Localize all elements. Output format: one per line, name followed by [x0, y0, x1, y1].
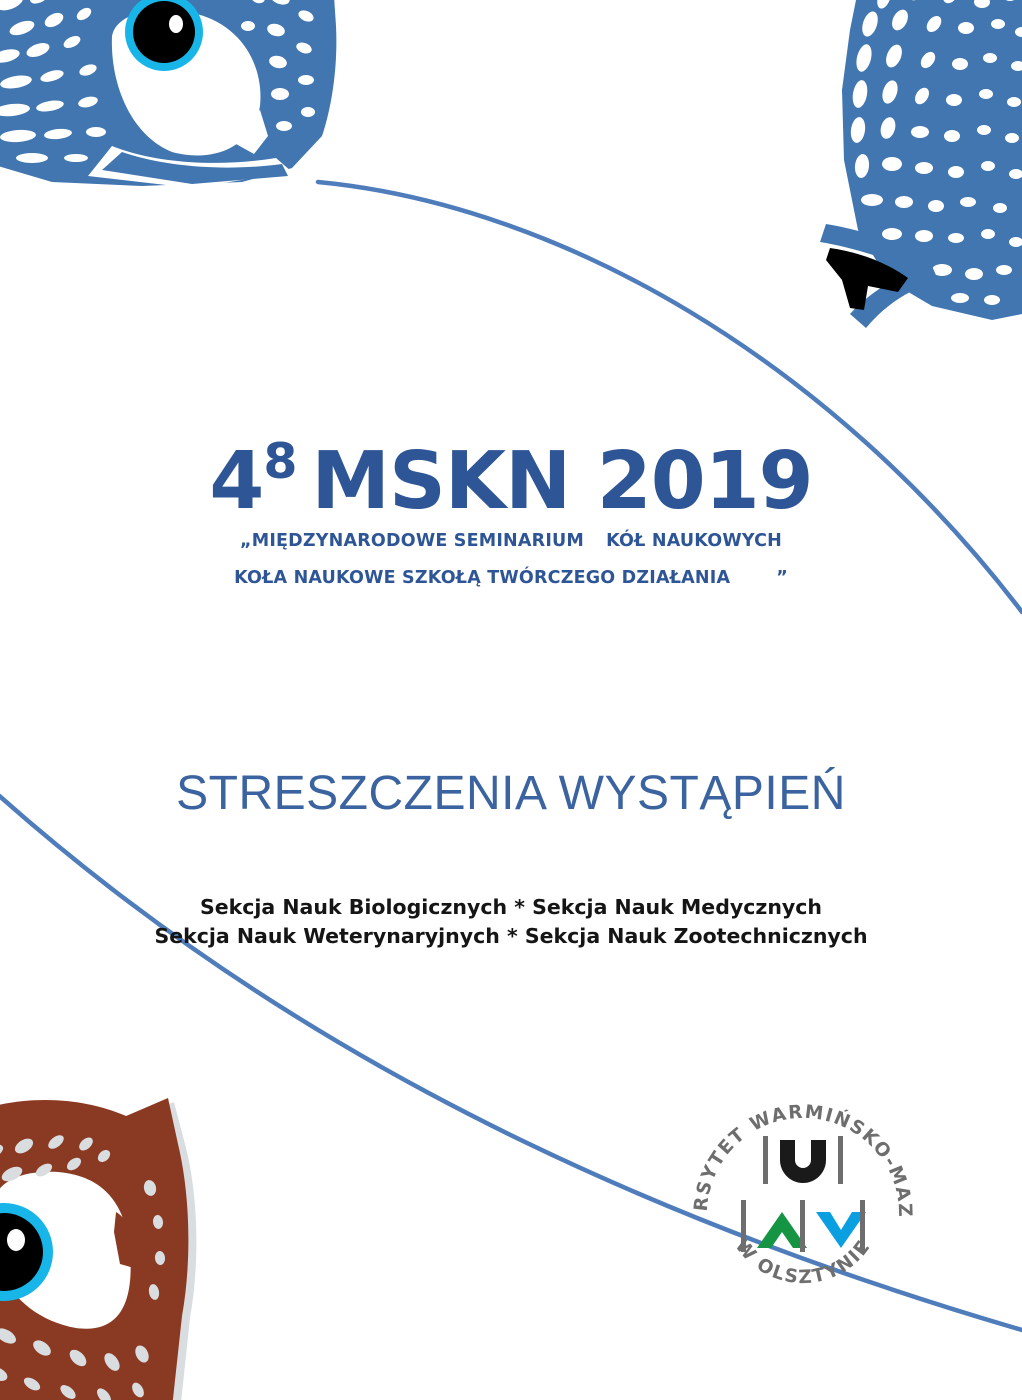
logo-bar-bottom-middle — [800, 1200, 805, 1252]
logo-ring-text-top: UNIWERSYTET WARMIŃSKO-MAZURSKI — [679, 1078, 914, 1219]
sections-block: Sekcja Nauk Biologicznych * Sekcja Nauk … — [0, 893, 1022, 951]
owl-eye-highlight — [169, 15, 183, 33]
title-edition-superscript: 8 — [263, 433, 298, 490]
owl-eye-highlight-brown — [7, 1229, 25, 1251]
open-quote: „ — [240, 531, 252, 551]
subtitle-circles-label: KÓŁ NAUKOWYCH — [606, 531, 782, 551]
subtitle-line-1: „MIĘDZYNARODOWE SEMINARIUM KÓŁ NAUKOWYCH — [0, 531, 1022, 551]
title-year: 2019 — [596, 435, 814, 527]
logo-bar-top-left — [763, 1136, 768, 1184]
subtitle-line-2: KOŁA NAUKOWE SZKOŁĄ TWÓRCZEGO DZIAŁANIA ” — [0, 568, 1022, 588]
abstracts-heading: STRESZCZENIA WYSTĄPIEŃ — [176, 767, 846, 820]
logo-bar-bottom-left — [741, 1200, 746, 1252]
title-edition-number: 4 — [209, 435, 264, 527]
logo-bar-top-right — [838, 1136, 843, 1184]
subtitle-block: „MIĘDZYNARODOWE SEMINARIUM KÓŁ NAUKOWYCH … — [0, 531, 1022, 588]
subtitle-motto: KOŁA NAUKOWE SZKOŁĄ TWÓRCZEGO DZIAŁANIA — [234, 568, 731, 588]
logo-chevron-up-icon — [757, 1212, 807, 1248]
subtitle-seminar-label: MIĘDZYNARODOWE SEMINARIUM — [251, 531, 585, 551]
owl-eye-pupil — [133, 1, 195, 63]
uwm-logo: UNIWERSYTET WARMIŃSKO-MAZURSKI W OLSZTYN… — [679, 1078, 915, 1288]
logo-chevron-down-icon — [816, 1212, 866, 1248]
sections-line-2: Sekcja Nauk Weterynaryjnych * Sekcja Nau… — [154, 924, 868, 949]
page-title: 48 MSKN 2019 — [0, 437, 1022, 521]
logo-bar-bottom-right — [860, 1200, 865, 1252]
owl-bottom-left-icon — [0, 1098, 197, 1400]
svg-text:UNIWERSYTET WARMIŃSKO-MAZURSKI: UNIWERSYTET WARMIŃSKO-MAZURSKI — [679, 1078, 915, 1219]
sections-line-1: Sekcja Nauk Biologicznych * Sekcja Nauk … — [199, 895, 823, 919]
close-quote: ” — [776, 568, 788, 588]
owl-top-left-icon — [0, 0, 337, 188]
title-block: 48 MSKN 2019 — [0, 437, 1022, 521]
logo-u-glyph — [780, 1140, 826, 1183]
owl-top-right-icon — [820, 0, 1022, 328]
title-acronym: MSKN — [311, 435, 571, 527]
owl-talon-icon — [826, 248, 908, 310]
